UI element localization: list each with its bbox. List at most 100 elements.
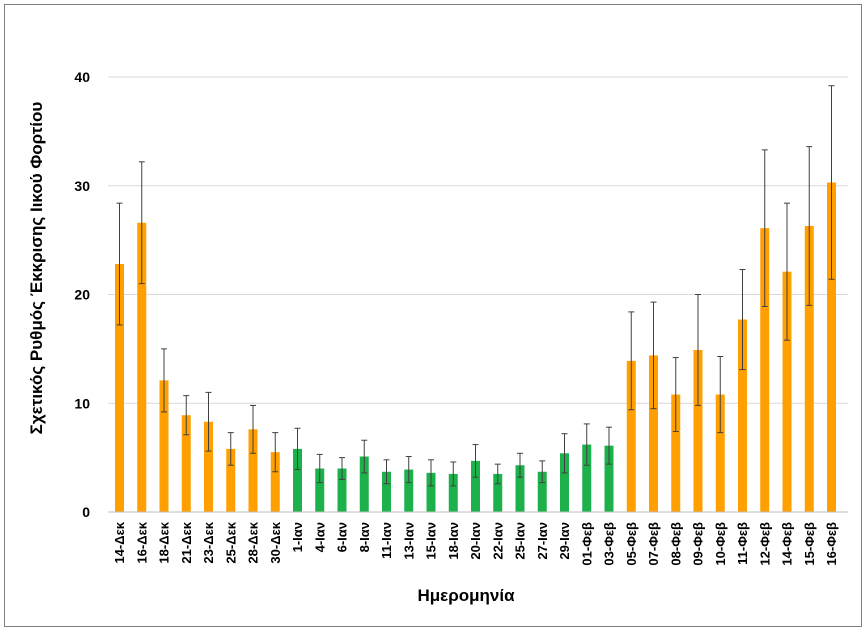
y-tick-label: 0: [82, 504, 90, 520]
bar: [115, 264, 124, 512]
x-tick-label: 23-Δεκ: [201, 521, 216, 563]
bar: [137, 222, 147, 512]
error-bar: [450, 461, 457, 487]
bar: [359, 456, 369, 512]
error-bar: [583, 423, 590, 466]
x-tick-label: 01-Φεβ: [579, 522, 594, 566]
bar: [293, 448, 302, 512]
x-tick-label: 18-Δεκ: [157, 521, 172, 563]
error-bar: [161, 348, 167, 413]
bar: [337, 468, 347, 512]
error-bar: [784, 202, 790, 341]
x-tick-label: 15-Φεβ: [802, 522, 817, 566]
error-bar: [672, 357, 679, 433]
x-tick-label: 11-Φεβ: [735, 522, 750, 565]
x-tick-label: 27-Ιαν: [535, 522, 550, 560]
x-tick-label: 29-Ιαν: [557, 522, 572, 560]
error-bar: [517, 452, 523, 478]
bar: [604, 445, 614, 512]
bar: [560, 453, 569, 512]
bar: [159, 380, 169, 512]
bar: [204, 421, 213, 512]
x-tick-label: 25-Ιαν: [513, 522, 528, 560]
error-bar: [561, 433, 568, 474]
bar: [738, 319, 747, 512]
x-tick-labels: 14-Δεκ 16-Δεκ 18-Δεκ 21-Δεκ 23-Δεκ 25-Δεκ 28-Δ…: [112, 521, 839, 565]
error-bar: [739, 268, 746, 371]
error-bar: [606, 426, 612, 465]
bar: [693, 349, 703, 512]
x-tick-label: 14-Φεβ: [780, 522, 795, 566]
error-bar: [806, 146, 813, 306]
error-bar: [272, 432, 279, 473]
x-tick-label: 21-Δεκ: [179, 521, 194, 563]
error-bar: [339, 457, 345, 480]
bar: [181, 415, 191, 512]
x-tick-label: 10-Φεβ: [713, 522, 728, 566]
x-axis-title: Ημερομηνία: [417, 586, 515, 605]
bar: [827, 182, 836, 513]
x-tick-label: 16-Δεκ: [134, 521, 149, 563]
error-bar: [494, 463, 501, 485]
error-bar: [405, 456, 412, 484]
error-bar: [828, 85, 835, 280]
error-bar: [183, 395, 190, 436]
bar: [537, 471, 547, 512]
x-tick-label: 12-Φεβ: [757, 522, 772, 566]
error-bar: [628, 311, 635, 411]
gridlines: [108, 76, 848, 404]
error-bar: [539, 460, 546, 484]
x-tick-label: 16-Φεβ: [824, 522, 839, 566]
bar: [448, 473, 458, 512]
x-tick-label: 09-Φεβ: [691, 522, 706, 566]
bar: [715, 394, 725, 512]
chart-frame: [4, 4, 862, 627]
x-tick-label: 03-Φεβ: [602, 522, 617, 566]
error-bar: [227, 432, 234, 466]
bar: [782, 271, 792, 512]
bar: [582, 444, 592, 512]
error-bar: [472, 444, 479, 478]
bar: [426, 472, 436, 512]
y-tick-label: 40: [74, 69, 90, 85]
bar: [493, 473, 503, 512]
x-tick-label: 15-Ιαν: [424, 522, 439, 560]
x-tick-label: 20-Ιαν: [468, 522, 483, 560]
error-bar: [316, 453, 323, 484]
error-bar: [116, 202, 123, 326]
bar: [404, 469, 414, 512]
x-tick-label: 1-Ιαν: [290, 522, 305, 552]
error-bar: [695, 294, 701, 406]
bar: [248, 429, 258, 512]
x-tick-label: 25-Δεκ: [223, 521, 238, 563]
x-tick-label: 14-Δεκ: [112, 521, 127, 563]
error-bar: [383, 459, 390, 485]
bar: [671, 394, 681, 512]
bars: [115, 182, 836, 513]
x-tick-label: 18-Ιαν: [446, 522, 461, 560]
error-bar: [205, 391, 212, 452]
y-tick-label: 30: [74, 178, 90, 194]
bar: [382, 471, 391, 512]
error-bar: [294, 427, 301, 471]
y-tick-label: 10: [74, 395, 90, 411]
bar: [315, 468, 325, 512]
bar: [649, 355, 658, 512]
error-bars: [116, 85, 835, 487]
x-tick-label: 11-Ιαν: [379, 522, 394, 559]
error-bar: [717, 355, 724, 434]
bar: [270, 452, 280, 512]
x-tick-label: 05-Φεβ: [624, 522, 639, 566]
bar: [626, 360, 636, 512]
x-tick-label: 07-Φεβ: [646, 522, 661, 566]
y-tick-label: 20: [74, 287, 90, 303]
error-bar: [138, 161, 145, 285]
error-bar: [761, 149, 768, 307]
x-tick-label: 08-Φεβ: [668, 522, 683, 566]
x-tick-label: 13-Ιαν: [401, 522, 416, 560]
x-tick-label: 8-Ιαν: [357, 522, 372, 552]
bar: [760, 228, 770, 512]
bar: [471, 460, 480, 512]
bar: [515, 465, 525, 512]
